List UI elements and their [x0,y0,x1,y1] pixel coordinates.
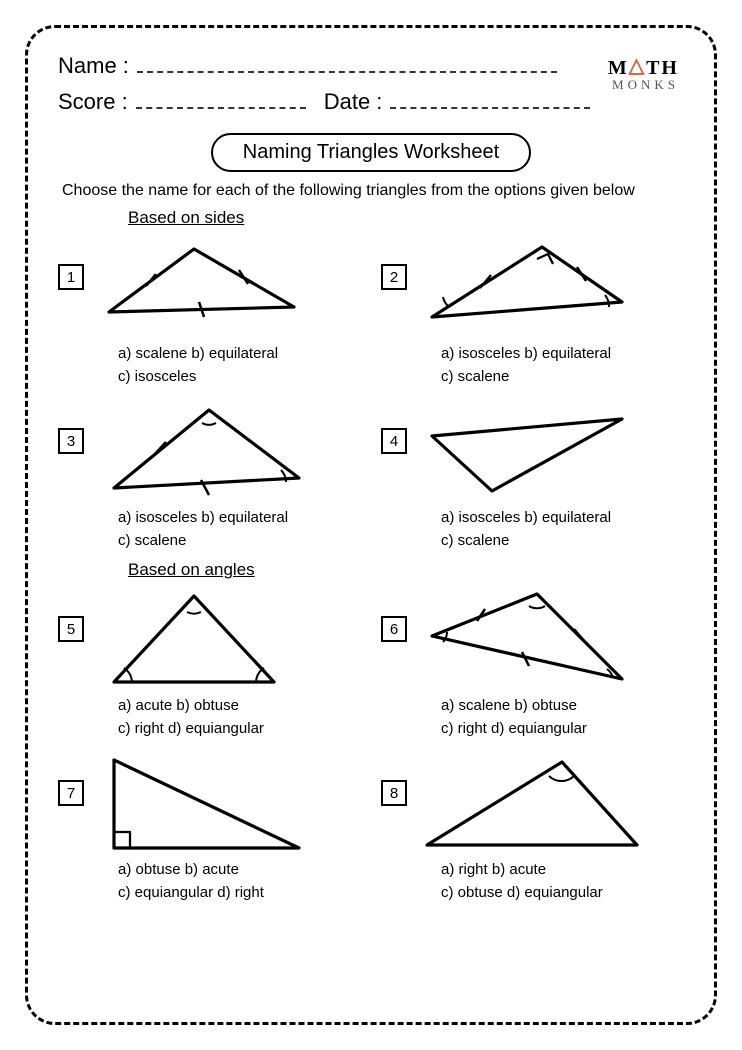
logo-sub: MONKS [608,78,679,91]
date-input-line[interactable] [390,107,590,109]
question-options: a) isosceles b) equilateral c) scalene [441,507,684,552]
triangle-figure-4 [417,398,684,503]
triangle-figure-2 [417,234,684,339]
question-1: 1 a) scalene b) equilateral c) isosceles [58,230,361,394]
score-input-line[interactable] [136,107,306,109]
logo-triangle-icon: △ [629,56,646,76]
opts-line: a) acute b) obtuse [118,695,361,718]
name-input-line[interactable] [137,71,557,73]
question-options: a) isosceles b) equilateral c) scalene [441,343,684,388]
triangle-figure-3 [94,398,361,503]
opts-line: a) right b) acute [441,859,684,882]
question-options: a) obtuse b) acute c) equiangular d) rig… [118,859,361,904]
date-label: Date : [324,89,383,115]
question-options: a) isosceles b) equilateral c) scalene [118,507,361,552]
question-7: 7 a) obtuse b) acute c) equiangular d) r… [58,746,361,910]
section-angles-label: Based on angles [128,560,684,580]
opts-line: c) isosceles [118,366,361,389]
question-number: 8 [381,780,407,806]
opts-line: c) scalene [441,530,684,553]
opts-line: c) obtuse d) equiangular [441,882,684,905]
question-number: 1 [58,264,84,290]
question-6: 6 a) scalene b) obtuse c) right d [381,582,684,746]
opts-line: a) scalene b) equilateral [118,343,361,366]
triangle-figure-6 [417,586,684,691]
opts-line: a) obtuse b) acute [118,859,361,882]
instruction-text: Choose the name for each of the followin… [62,182,684,200]
worksheet-frame: M△TH MONKS Name : Score : Date : Naming … [25,25,717,1025]
question-4: 4 a) isosceles b) equilateral c) scalene [381,394,684,558]
logo-th: TH [646,57,679,79]
opts-line: c) scalene [441,366,684,389]
triangle-figure-7 [94,750,361,855]
score-label: Score : [58,89,128,115]
opts-line: c) scalene [118,530,361,553]
question-8: 8 a) right b) acute c) obtuse d) equiang… [381,746,684,910]
name-label: Name : [58,53,129,79]
opts-line: a) scalene b) obtuse [441,695,684,718]
triangle-figure-8 [417,750,684,855]
opts-line: a) isosceles b) equilateral [441,507,684,530]
question-number: 7 [58,780,84,806]
question-options: a) acute b) obtuse c) right d) equiangul… [118,695,361,740]
question-5: 5 a) acute b) obtuse c) right d) equiang… [58,582,361,746]
opts-line: a) isosceles b) equilateral [441,343,684,366]
worksheet-title: Naming Triangles Worksheet [211,133,531,172]
opts-line: c) right d) equiangular [118,718,361,741]
question-options: a) right b) acute c) obtuse d) equiangul… [441,859,684,904]
question-options: a) scalene b) equilateral c) isosceles [118,343,361,388]
questions-grid: 1 a) scalene b) equilateral c) isosceles [58,230,684,910]
opts-line: c) equiangular d) right [118,882,361,905]
question-number: 4 [381,428,407,454]
logo-m: M [608,57,629,79]
question-3: 3 a) isosceles b) equilateral c) scalene [58,394,361,558]
section-angles-wrap: Based on angles [58,558,684,582]
opts-line: c) right d) equiangular [441,718,684,741]
score-date-row: Score : Date : [58,89,684,115]
question-2: 2 a) isosceles b) equilateral c) scalene [381,230,684,394]
section-sides-label: Based on sides [128,208,684,228]
question-options: a) scalene b) obtuse c) right d) equiang… [441,695,684,740]
question-number: 2 [381,264,407,290]
question-number: 6 [381,616,407,642]
opts-line: a) isosceles b) equilateral [118,507,361,530]
triangle-figure-5 [94,586,361,691]
question-number: 3 [58,428,84,454]
name-row: Name : [58,53,684,79]
logo: M△TH MONKS [608,58,679,91]
triangle-figure-1 [94,234,361,339]
question-number: 5 [58,616,84,642]
